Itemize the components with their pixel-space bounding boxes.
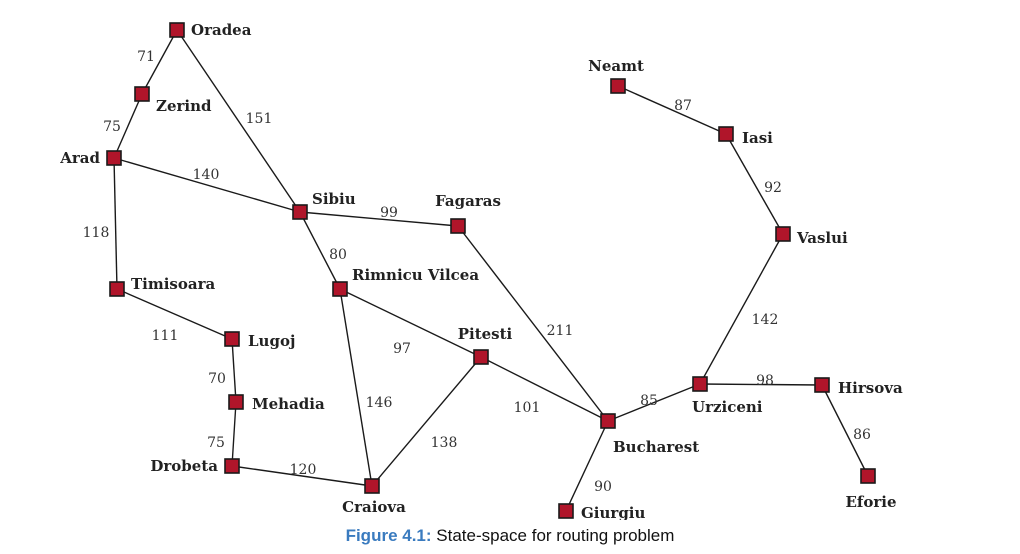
distance-label-drobeta-craiova: 120 [290, 462, 317, 478]
distance-label-bucharest-urziceni: 85 [640, 393, 658, 409]
distance-label-sibiu-fagaras: 99 [380, 205, 398, 221]
city-label-mehadia: Mehadia [252, 395, 325, 413]
distance-label-timisoara-lugoj: 111 [152, 328, 179, 344]
city-node-timisoara[interactable] [109, 281, 125, 297]
figure-caption: Figure 4.1: State-space for routing prob… [0, 526, 1020, 546]
city-label-drobeta: Drobeta [150, 457, 218, 475]
city-node-neamt[interactable] [610, 78, 626, 94]
city-node-lugoj[interactable] [224, 331, 240, 347]
road-iasi-neamt [617, 85, 727, 135]
city-node-craiova[interactable] [364, 478, 380, 494]
city-node-arad[interactable] [106, 150, 122, 166]
distance-label-iasi-neamt: 87 [674, 98, 692, 114]
road-mehadia-drobeta [231, 401, 237, 467]
road-craiova-pitesti [371, 356, 482, 487]
distance-label-arad-sibiu: 140 [193, 167, 220, 183]
city-node-zerind[interactable] [134, 86, 150, 102]
city-node-bucharest[interactable] [600, 413, 616, 429]
road-oradea-zerind [141, 29, 178, 95]
city-label-craiova: Craiova [342, 498, 406, 516]
distance-label-mehadia-drobeta: 75 [207, 435, 225, 451]
distance-label-urziceni-hirsova: 98 [756, 373, 774, 389]
city-label-fagaras: Fagaras [435, 192, 501, 210]
romania-road-map: 71 75 151 140 118 111 70 75 120 99 80 97 146 138 101 21… [59, 21, 903, 520]
city-labels: Oradea Zerind Arad Timisoara Lugoj Mehadia Dro… [59, 21, 903, 520]
city-node-pitesti[interactable] [473, 349, 489, 365]
road-rimnicu-craiova [339, 288, 373, 487]
distance-label-oradea-zerind: 71 [137, 49, 155, 65]
road-vaslui-iasi [725, 133, 784, 235]
road-distance-labels: 71 75 151 140 118 111 70 75 120 99 80 97 146 138 101 21… [83, 49, 871, 495]
road-urziceni-hirsova [699, 383, 823, 386]
city-label-oradea: Oradea [191, 21, 252, 39]
city-label-urziceni: Urziceni [692, 398, 763, 416]
road-urziceni-vaslui [699, 233, 784, 385]
city-label-arad: Arad [59, 149, 100, 167]
distance-label-fagaras-bucharest: 211 [547, 323, 574, 339]
caption-text: State-space for routing problem [436, 526, 675, 545]
road-zerind-arad [113, 93, 143, 159]
distance-label-vaslui-iasi: 92 [764, 180, 782, 196]
city-label-lugoj: Lugoj [248, 332, 295, 350]
city-label-iasi: Iasi [742, 129, 773, 147]
road-sibiu-rimnicu [299, 211, 341, 290]
city-node-fagaras[interactable] [450, 218, 466, 234]
road-drobeta-craiova [231, 465, 373, 487]
city-label-bucharest: Bucharest [613, 438, 699, 456]
distance-label-arad-timisoara: 118 [83, 225, 110, 241]
road-lugoj-mehadia [231, 338, 237, 403]
distance-label-pitesti-bucharest: 101 [514, 400, 541, 416]
distance-label-zerind-arad: 75 [103, 119, 121, 135]
road-timisoara-lugoj [116, 288, 233, 340]
road-bucharest-urziceni [607, 383, 701, 422]
road-edges [113, 29, 869, 512]
distance-label-lugoj-mehadia: 70 [208, 371, 226, 387]
road-bucharest-giurgiu [565, 420, 609, 512]
road-hirsova-eforie [821, 384, 869, 477]
city-label-sibiu: Sibiu [312, 190, 356, 208]
distance-label-hirsova-eforie: 86 [853, 427, 871, 443]
road-oradea-sibiu [176, 29, 301, 213]
city-label-neamt: Neamt [588, 57, 644, 75]
caption-label: Figure 4.1: [345, 526, 432, 545]
city-label-vaslui: Vaslui [796, 229, 848, 247]
city-node-iasi[interactable] [718, 126, 734, 142]
distance-label-urziceni-vaslui: 142 [752, 312, 779, 328]
city-node-urziceni[interactable] [692, 376, 708, 392]
city-node-eforie[interactable] [860, 468, 876, 484]
city-node-oradea[interactable] [169, 22, 185, 38]
city-label-eforie: Eforie [845, 493, 896, 511]
road-rimnicu-pitesti [339, 288, 482, 358]
distance-label-sibiu-rimnicu: 80 [329, 247, 347, 263]
road-fagaras-bucharest [457, 225, 609, 422]
city-node-mehadia[interactable] [228, 394, 244, 410]
city-label-hirsova: Hirsova [838, 379, 903, 397]
distance-label-oradea-sibiu: 151 [246, 111, 273, 127]
city-node-giurgiu[interactable] [558, 503, 574, 519]
city-label-rimnicu: Rimnicu Vilcea [352, 266, 479, 284]
distance-label-craiova-pitesti: 138 [431, 435, 458, 451]
city-label-giurgiu: Giurgiu [581, 504, 646, 520]
road-arad-sibiu [113, 157, 301, 213]
city-label-zerind: Zerind [156, 97, 212, 115]
distance-label-rimnicu-craiova: 146 [366, 395, 393, 411]
city-nodes [106, 22, 876, 519]
city-node-hirsova[interactable] [814, 377, 830, 393]
road-sibiu-fagaras [299, 211, 459, 227]
city-node-sibiu[interactable] [292, 204, 308, 220]
distance-label-rimnicu-pitesti: 97 [393, 341, 411, 357]
city-label-timisoara: Timisoara [131, 275, 216, 293]
city-node-rimnicu[interactable] [332, 281, 348, 297]
city-node-vaslui[interactable] [775, 226, 791, 242]
distance-label-bucharest-giurgiu: 90 [594, 479, 612, 495]
city-label-pitesti: Pitesti [458, 325, 513, 343]
road-pitesti-bucharest [480, 356, 609, 422]
road-arad-timisoara [113, 157, 118, 290]
city-node-drobeta[interactable] [224, 458, 240, 474]
